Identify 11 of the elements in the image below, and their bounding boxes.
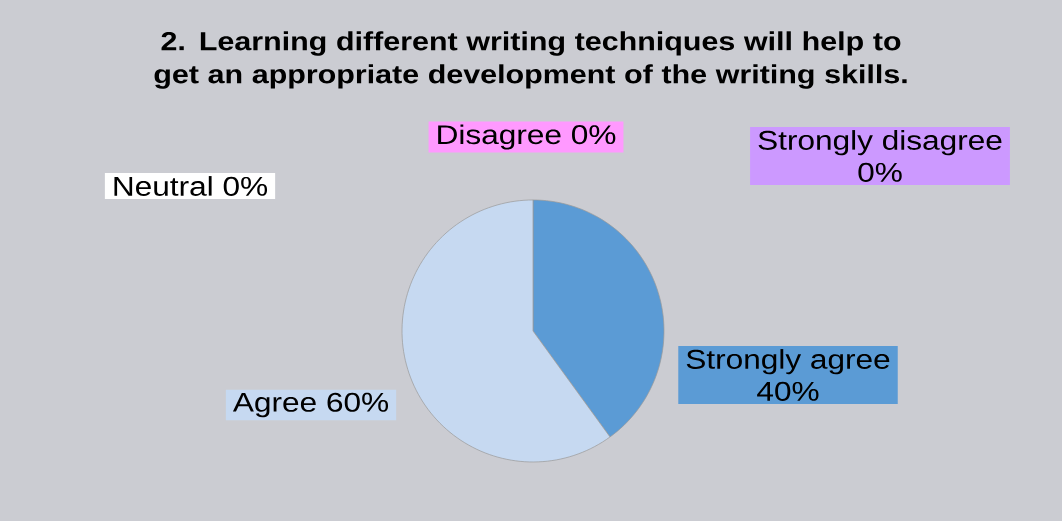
slice-label: Strongly agree — [686, 349, 890, 375]
category-label: Neutral — [114, 176, 212, 196]
category-label: Disagree — [438, 124, 561, 150]
slice-label: Agree — [232, 393, 316, 418]
text: 0% — [572, 125, 616, 145]
category-label: Strongly disagree — [758, 130, 1002, 156]
data-label: 60% — [327, 392, 389, 412]
text: 0% — [223, 176, 268, 196]
data-label: 40% — [757, 381, 819, 401]
chart-title: 2. Learning different writing techniques will help to get an appropriate development of the writing skills. — [154, 31, 907, 89]
text: 0% — [858, 162, 902, 182]
